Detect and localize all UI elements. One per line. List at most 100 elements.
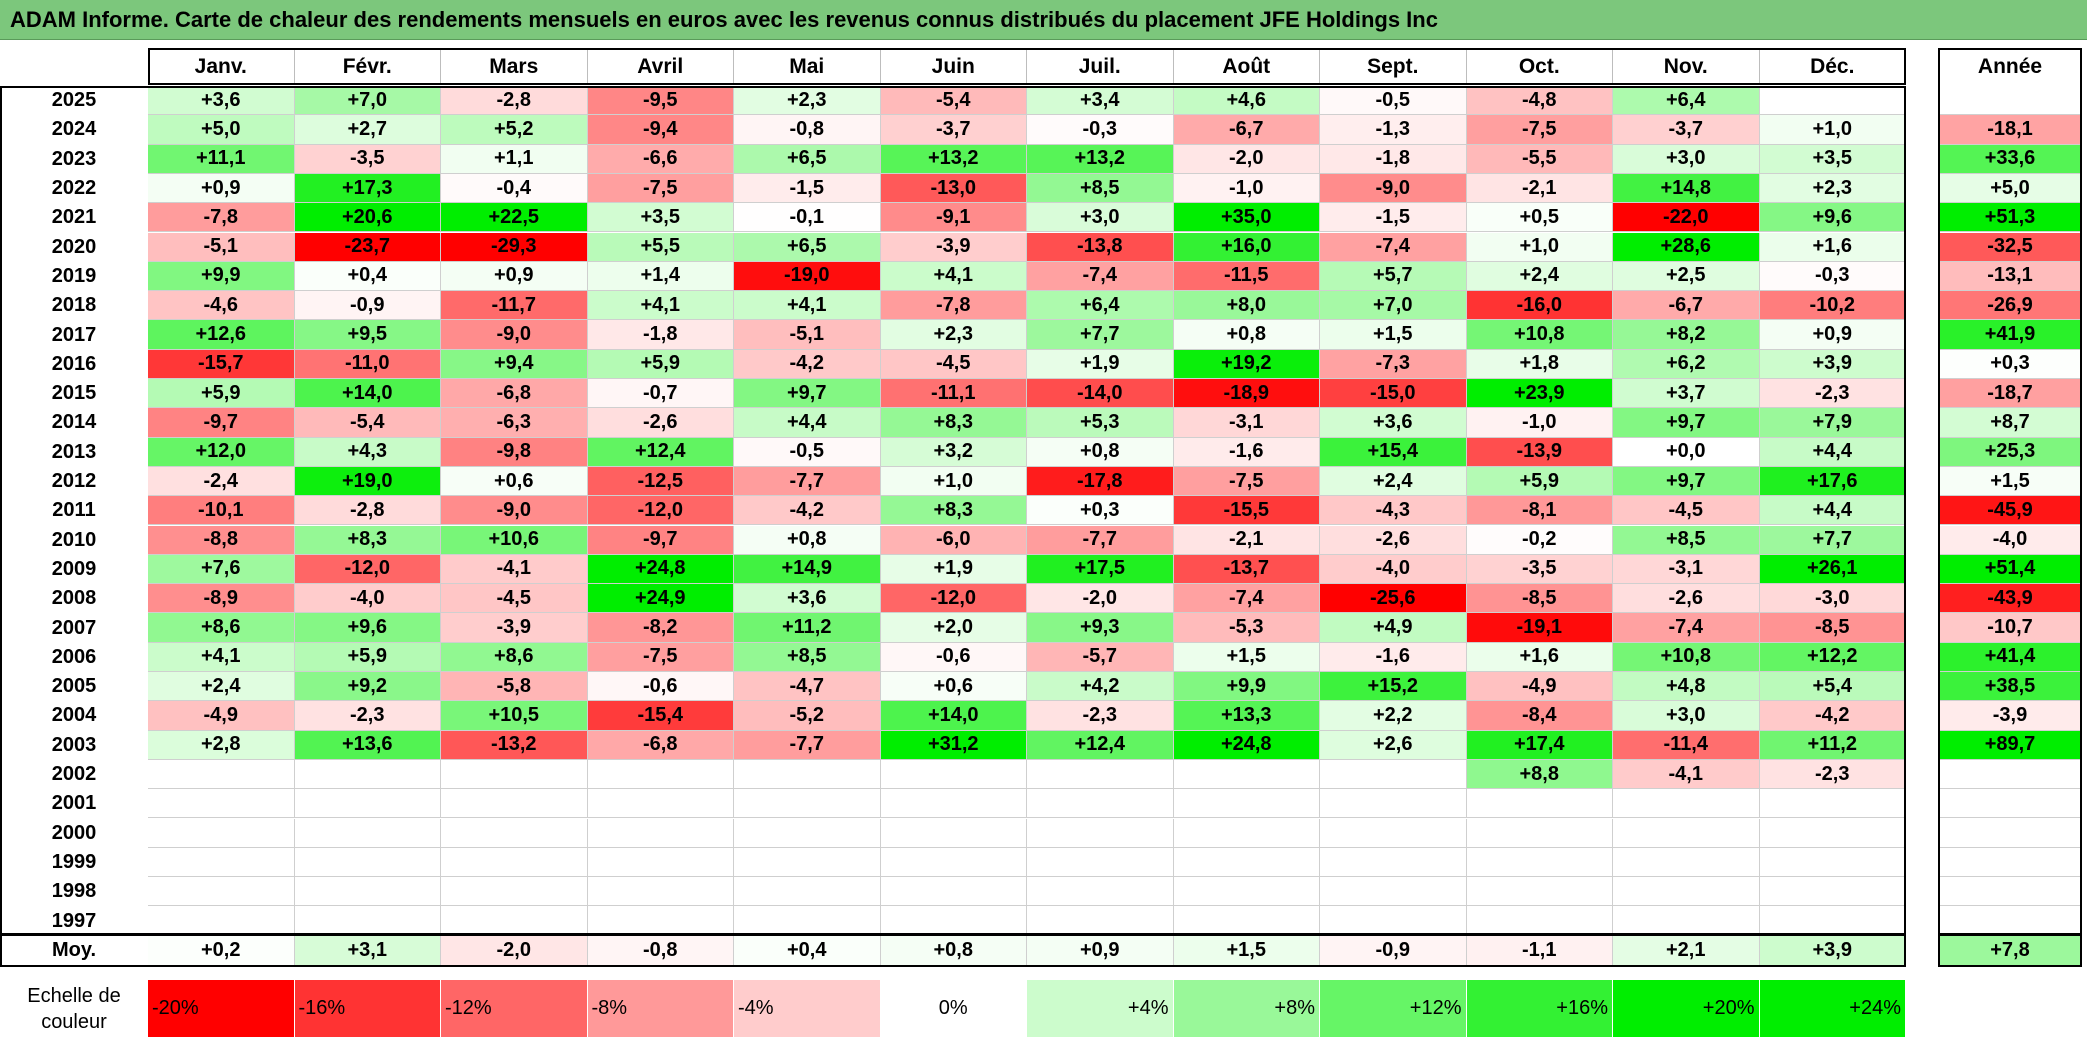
heatmap-cell: -7,7 bbox=[734, 466, 881, 497]
heatmap-cell: +1,5 bbox=[1173, 642, 1320, 672]
heatmap-cell: -16,0 bbox=[1466, 291, 1613, 321]
heatmap-cell: -11,4 bbox=[1613, 730, 1760, 760]
heatmap-cell: -14,0 bbox=[1027, 379, 1174, 409]
heatmap-cell: -11,5 bbox=[1173, 261, 1320, 292]
heatmap-cell: +5,9 bbox=[587, 349, 734, 379]
annual-cell: +25,3 bbox=[1938, 437, 2082, 467]
heatmap-cell: -5,2 bbox=[734, 701, 881, 731]
heatmap-cell: +5,3 bbox=[1027, 408, 1174, 438]
heatmap-cell: +0,8 bbox=[1173, 320, 1320, 350]
heatmap-cell: -2,6 bbox=[1320, 525, 1467, 555]
color-scale-swatch: +8% bbox=[1173, 980, 1320, 1037]
year-label: 2007 bbox=[51, 616, 97, 639]
heatmap-cell bbox=[734, 906, 881, 936]
average-label: Moy. bbox=[51, 938, 97, 961]
heatmap-cell bbox=[1759, 818, 1906, 848]
heatmap-cell: -29,3 bbox=[441, 232, 588, 262]
heatmap-cell: -7,4 bbox=[1320, 232, 1467, 262]
annual-cell: +8,7 bbox=[1938, 408, 2082, 438]
heatmap-cell bbox=[294, 877, 441, 907]
heatmap-cell: +9,9 bbox=[148, 261, 295, 292]
heatmap-cell: +11,1 bbox=[148, 144, 295, 174]
year-label: 2014 bbox=[51, 411, 97, 434]
heatmap-cell: +14,9 bbox=[734, 554, 881, 585]
month-header: Nov. bbox=[1613, 48, 1760, 85]
annual-cell: +51,4 bbox=[1938, 554, 2082, 585]
annual-average-cell: +7,8 bbox=[1938, 933, 2082, 967]
heatmap-cell: +8,0 bbox=[1173, 291, 1320, 321]
average-cell: +0,4 bbox=[734, 933, 881, 967]
heatmap-cell: -12,0 bbox=[587, 496, 734, 526]
heatmap-cell: -4,8 bbox=[1466, 86, 1613, 116]
heatmap-cell: +7,9 bbox=[1759, 408, 1906, 438]
heatmap-cell: +3,7 bbox=[1613, 379, 1760, 409]
heatmap-cell: -1,6 bbox=[1173, 437, 1320, 467]
heatmap-cell: -7,5 bbox=[1173, 466, 1320, 497]
heatmap-cell: +2,2 bbox=[1320, 701, 1467, 731]
annual-cell bbox=[1938, 759, 2082, 790]
heatmap-cell: -6,0 bbox=[880, 525, 1027, 555]
heatmap-cell: -12,5 bbox=[587, 466, 734, 497]
heatmap-cell: +9,4 bbox=[441, 349, 588, 379]
heatmap-cell: -5,1 bbox=[734, 320, 881, 350]
heatmap-cell: +1,6 bbox=[1759, 232, 1906, 262]
heatmap-cell bbox=[587, 847, 734, 878]
heatmap-cell: -19,0 bbox=[734, 261, 881, 292]
heatmap-cell: -17,8 bbox=[1027, 466, 1174, 497]
heatmap-cell: +3,6 bbox=[1320, 408, 1467, 438]
average-cell: +2,1 bbox=[1613, 933, 1760, 967]
heatmap-cell: -0,3 bbox=[1759, 261, 1906, 292]
average-cell: -0,8 bbox=[587, 933, 734, 967]
annual-cell: -45,9 bbox=[1938, 496, 2082, 526]
heatmap-cell: -5,5 bbox=[1466, 144, 1613, 174]
annual-cell: -3,9 bbox=[1938, 701, 2082, 731]
heatmap-cell: +6,5 bbox=[734, 144, 881, 174]
heatmap-cell: -3,9 bbox=[441, 613, 588, 643]
annual-cell: +1,5 bbox=[1938, 466, 2082, 497]
heatmap-cell: +5,5 bbox=[587, 232, 734, 262]
heatmap-cell: +14,8 bbox=[1613, 173, 1760, 204]
heatmap-cell bbox=[734, 789, 881, 819]
heatmap-cell: +3,0 bbox=[1613, 144, 1760, 174]
heatmap-cell bbox=[148, 847, 295, 878]
annual-cell: -18,7 bbox=[1938, 379, 2082, 409]
heatmap-cell bbox=[1173, 818, 1320, 848]
heatmap-cell: -7,7 bbox=[734, 730, 881, 760]
year-label: 2015 bbox=[51, 382, 97, 405]
heatmap-cell: -7,5 bbox=[1466, 115, 1613, 145]
heatmap-cell: +9,7 bbox=[1613, 466, 1760, 497]
heatmap-cell: -11,1 bbox=[880, 379, 1027, 409]
heatmap-cell: -2,1 bbox=[1173, 525, 1320, 555]
heatmap-cell bbox=[1173, 789, 1320, 819]
heatmap-cell bbox=[1173, 877, 1320, 907]
heatmap-cell bbox=[441, 877, 588, 907]
heatmap-cell: +26,1 bbox=[1759, 554, 1906, 585]
heatmap-cell: +1,0 bbox=[1759, 115, 1906, 145]
heatmap-cell: -8,5 bbox=[1466, 584, 1613, 614]
color-scale-swatch: -20% bbox=[148, 980, 295, 1037]
heatmap-cell bbox=[880, 789, 1027, 819]
year-label: 2011 bbox=[52, 499, 96, 522]
color-scale-swatch: +16% bbox=[1466, 980, 1613, 1037]
heatmap-cell: -15,5 bbox=[1173, 496, 1320, 526]
heatmap-cell: -4,1 bbox=[441, 554, 588, 585]
month-header: Juil. bbox=[1027, 48, 1174, 85]
heatmap-cell: +3,6 bbox=[734, 584, 881, 614]
heatmap-cell: -1,0 bbox=[1466, 408, 1613, 438]
color-scale-swatch: -12% bbox=[441, 980, 588, 1037]
heatmap-cell: +3,4 bbox=[1027, 86, 1174, 116]
heatmap-cell: -8,2 bbox=[587, 613, 734, 643]
heatmap-cell: -1,3 bbox=[1320, 115, 1467, 145]
heatmap-cell bbox=[1466, 906, 1613, 936]
year-column-header: Année bbox=[1938, 48, 2082, 85]
heatmap-cell: -4,5 bbox=[1613, 496, 1760, 526]
heatmap-cell: -6,8 bbox=[587, 730, 734, 760]
heatmap-cell bbox=[148, 818, 295, 848]
heatmap-cell bbox=[1613, 906, 1760, 936]
heatmap-cell: +2,3 bbox=[734, 86, 881, 116]
heatmap-cell: +9,5 bbox=[294, 320, 441, 350]
color-scale-swatch: +20% bbox=[1613, 980, 1760, 1037]
heatmap-cell: -3,1 bbox=[1613, 554, 1760, 585]
heatmap-cell: +8,3 bbox=[294, 525, 441, 555]
heatmap-cell bbox=[1027, 789, 1174, 819]
